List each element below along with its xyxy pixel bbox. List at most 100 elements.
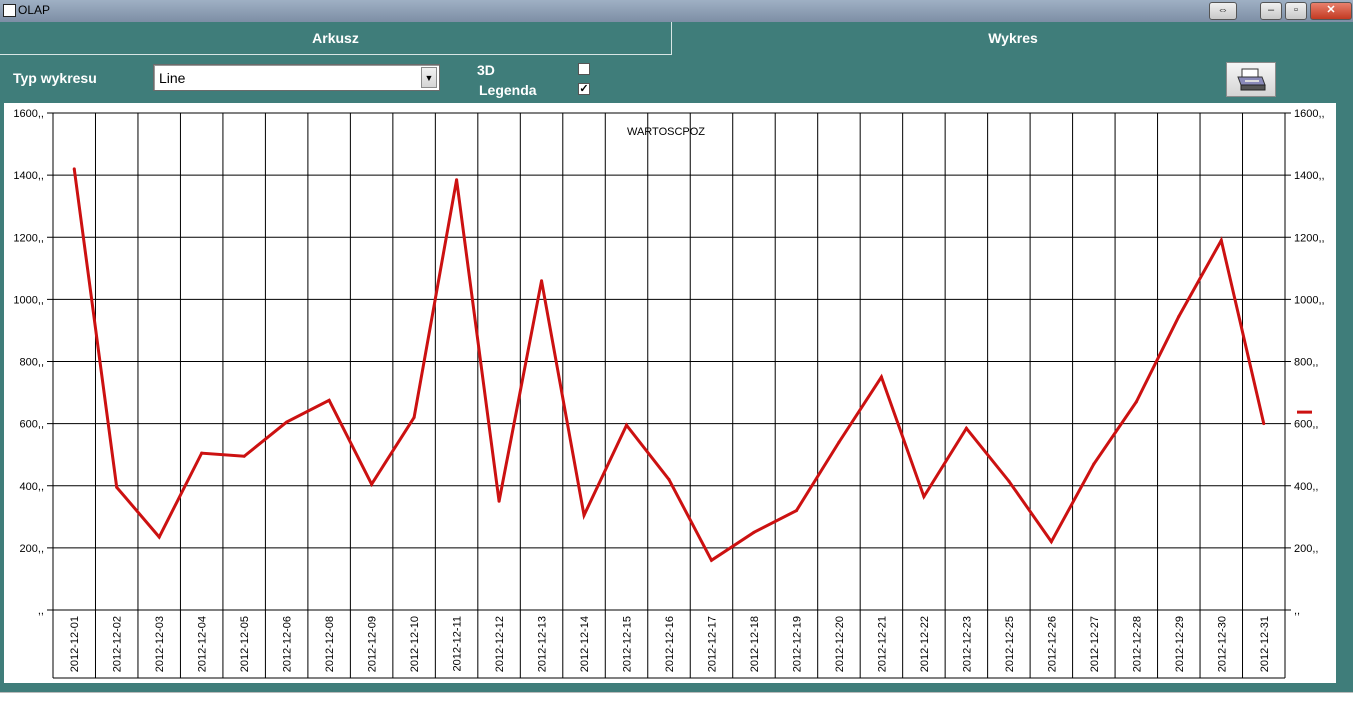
data-point — [200, 451, 204, 455]
restore-arrows-icon[interactable]: ⇔ — [1209, 2, 1237, 20]
chevron-down-icon[interactable]: ▼ — [421, 67, 437, 88]
print-button[interactable] — [1226, 62, 1276, 97]
chart-type-label: Typ wykresu — [13, 70, 97, 86]
chart-type-value: Line — [159, 70, 186, 86]
data-point — [115, 485, 119, 489]
data-point — [1049, 540, 1053, 544]
y-tick-label-right: 1600,, — [1294, 108, 1325, 120]
data-point — [922, 495, 926, 499]
y-tick-label-right: 1200,, — [1294, 232, 1325, 244]
x-tick-label: 2012-12-16 — [664, 616, 676, 672]
x-tick-label: 2012-12-27 — [1089, 616, 1101, 672]
status-strip — [0, 692, 1353, 726]
data-point — [752, 530, 756, 534]
data-point — [1134, 400, 1138, 404]
x-tick-label: 2012-12-05 — [239, 616, 251, 672]
minimize-button[interactable]: – — [1260, 2, 1282, 20]
series-line — [72, 168, 1266, 563]
x-tick-label: 2012-12-20 — [834, 616, 846, 672]
three-d-label: 3D — [477, 62, 495, 78]
x-tick-label: 2012-12-19 — [791, 616, 803, 672]
x-tick-label: 2012-12-21 — [876, 616, 888, 672]
x-tick-label: 2012-12-17 — [706, 616, 718, 672]
data-point — [709, 558, 713, 562]
data-point — [1219, 238, 1223, 242]
data-point — [455, 178, 459, 182]
y-tick-label-left: 400,, — [20, 481, 44, 493]
data-point — [667, 478, 671, 482]
title-bar: OLAP ⇔ – ▫ ✕ — [0, 0, 1353, 22]
x-tick-label: 2012-12-30 — [1216, 616, 1228, 672]
maximize-button[interactable]: ▫ — [1285, 2, 1307, 20]
y-tick-label-left: 1000,, — [13, 294, 44, 306]
data-point — [1262, 422, 1266, 426]
chart-type-select[interactable]: Line ▼ — [153, 64, 440, 91]
x-tick-label: 2012-12-01 — [69, 616, 81, 672]
x-tick-label: 2012-12-06 — [282, 616, 294, 672]
x-tick-label: 2012-12-11 — [452, 616, 464, 671]
y-tick-label-left: 600,, — [20, 419, 44, 431]
tab-wykres[interactable]: Wykres — [988, 30, 1038, 46]
data-point — [1092, 462, 1096, 466]
x-tick-label: 2012-12-03 — [154, 616, 166, 672]
data-point — [794, 509, 798, 513]
app-icon — [3, 4, 16, 17]
y-tick-label-right: 600,, — [1294, 419, 1318, 431]
y-tick-label-left: 1200,, — [13, 232, 44, 244]
y-tick-label-right: 200,, — [1294, 543, 1318, 555]
y-tick-label-left: ,, — [38, 605, 44, 617]
y-tick-label-right: 1000,, — [1294, 294, 1325, 306]
tab-arkusz[interactable]: Arkusz — [0, 22, 672, 55]
x-tick-label: 2012-12-23 — [961, 616, 973, 672]
y-tick-label-right: ,, — [1294, 605, 1300, 617]
data-point — [242, 454, 246, 458]
chart-title: WARTOSCPOZ — [627, 126, 705, 138]
data-point — [1007, 479, 1011, 483]
x-tick-label: 2012-12-26 — [1046, 616, 1058, 672]
x-tick-label: 2012-12-22 — [919, 616, 931, 672]
data-point — [285, 420, 289, 424]
y-tick-label-left: 800,, — [20, 357, 44, 369]
y-tick-label-right: 1400,, — [1294, 170, 1325, 182]
y-tick-label-left: 1600,, — [13, 108, 44, 120]
data-point — [72, 167, 76, 171]
data-point — [625, 423, 629, 427]
data-point — [540, 279, 544, 283]
data-point — [879, 375, 883, 379]
legend-checkbox[interactable]: ✓ — [578, 83, 590, 95]
x-tick-label: 2012-12-02 — [112, 616, 124, 672]
data-point — [370, 482, 374, 486]
data-point — [157, 535, 161, 539]
y-tick-label-right: 800,, — [1294, 357, 1318, 369]
x-tick-label: 2012-12-14 — [579, 616, 591, 672]
data-point — [497, 499, 501, 503]
x-tick-label: 2012-12-08 — [324, 616, 336, 672]
x-tick-label: 2012-12-09 — [367, 616, 379, 672]
data-point — [837, 440, 841, 444]
x-tick-label: 2012-12-10 — [409, 616, 421, 672]
x-tick-label: 2012-12-13 — [537, 616, 549, 672]
printer-icon — [1237, 68, 1266, 91]
legend-label: Legenda — [479, 82, 537, 98]
data-point — [582, 513, 586, 517]
data-point — [964, 426, 968, 430]
three-d-checkbox[interactable] — [578, 63, 590, 75]
x-tick-label: 2012-12-18 — [749, 616, 761, 672]
x-tick-label: 2012-12-04 — [197, 616, 209, 672]
x-tick-label: 2012-12-25 — [1004, 616, 1016, 672]
data-point — [1177, 314, 1181, 318]
y-tick-label-right: 400,, — [1294, 481, 1318, 493]
x-tick-label: 2012-12-15 — [622, 616, 634, 672]
x-tick-label: 2012-12-29 — [1174, 616, 1186, 672]
data-point — [327, 398, 331, 402]
data-point — [412, 415, 416, 419]
y-tick-label-left: 200,, — [20, 543, 44, 555]
legend-swatch — [1297, 410, 1312, 414]
x-tick-label: 2012-12-31 — [1259, 616, 1271, 672]
y-tick-label-left: 1400,, — [13, 170, 44, 182]
x-tick-label: 2012-12-28 — [1131, 616, 1143, 672]
chart-panel: ,,,, 200,, 200,, 400,, 400,, 600,, 600,, 800,, 8… — [4, 103, 1336, 683]
window-title: OLAP — [18, 3, 51, 17]
close-button[interactable]: ✕ — [1310, 2, 1352, 20]
line-chart: ,, ,, 200,, 200,, 400,, 400,, 600,, 600,, 800,, 8… — [13, 108, 1325, 679]
